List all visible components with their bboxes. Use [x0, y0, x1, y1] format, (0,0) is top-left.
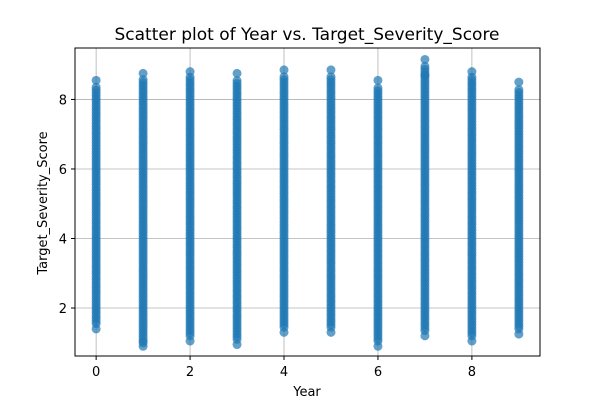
x-axis-ticks: 0 2 4 6 8 [92, 356, 476, 380]
data-point [373, 75, 383, 85]
x-tick-label: 6 [374, 365, 382, 380]
data-point [232, 68, 242, 78]
data-points [91, 54, 524, 351]
data-point [373, 341, 383, 351]
data-point [91, 324, 101, 334]
y-tick-label: 6 [59, 163, 67, 178]
data-point [91, 75, 101, 85]
data-point [467, 67, 477, 77]
data-point [279, 327, 289, 337]
y-tick-label: 8 [59, 93, 67, 108]
x-axis-label: Year [292, 385, 321, 400]
data-point [279, 65, 289, 75]
y-tick-label: 2 [59, 302, 67, 317]
data-point [185, 67, 195, 77]
data-point [326, 327, 336, 337]
data-point [138, 75, 148, 85]
data-point [91, 82, 101, 92]
data-point [232, 76, 242, 86]
data-point [326, 65, 336, 75]
plot-frame [74, 47, 541, 357]
data-point [420, 70, 430, 80]
data-point [138, 338, 148, 348]
data-point [420, 54, 430, 64]
data-point [232, 340, 242, 350]
data-point [279, 72, 289, 82]
x-tick-label: 8 [468, 365, 476, 380]
data-point [138, 68, 148, 78]
y-tick-label: 4 [59, 233, 67, 248]
x-tick-label: 4 [280, 365, 288, 380]
data-point [514, 85, 524, 95]
data-point [514, 77, 524, 87]
data-point [326, 72, 336, 82]
x-tick-label: 0 [92, 365, 100, 380]
chart-title: Scatter plot of Year vs. Target_Severity… [114, 25, 499, 45]
data-point [420, 331, 430, 341]
x-tick-label: 2 [186, 365, 194, 380]
y-axis-ticks: 2 4 6 8 [59, 93, 75, 317]
y-axis-label: Target_Severity_Score [36, 131, 51, 275]
data-point [373, 83, 383, 93]
data-point [467, 336, 477, 346]
data-point [420, 61, 430, 71]
data-point [514, 329, 524, 339]
data-point [185, 336, 195, 346]
